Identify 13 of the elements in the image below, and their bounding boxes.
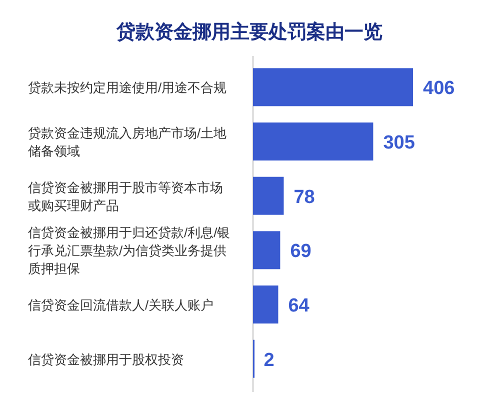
data-label: 305 <box>383 132 415 154</box>
category: 信贷资金被挪用于股市等资本市场或购买理财产品 <box>28 180 223 213</box>
data-label: 2 <box>264 350 274 371</box>
data-label: 78 <box>294 186 315 208</box>
category: 贷款资金违规流入房地产市场/土地储备领域 <box>28 126 227 158</box>
category: 信贷资金回流借款人/关联人账户 <box>28 298 214 312</box>
category: 信贷资金被挪用于归还贷款/利息/银行承兑汇票垫款/为信贷类业务提供质押担保 <box>28 225 230 276</box>
data-label: 69 <box>290 241 312 262</box>
category: 信贷资金被挪用于股权投资 <box>28 352 184 367</box>
category: 贷款未按约定用途使用/用途不合规 <box>28 80 227 96</box>
data-label: 406 <box>423 78 455 100</box>
title: 贷款资金挪用主要处罚案由一览 <box>116 22 382 43</box>
data-label: 64 <box>288 296 310 316</box>
